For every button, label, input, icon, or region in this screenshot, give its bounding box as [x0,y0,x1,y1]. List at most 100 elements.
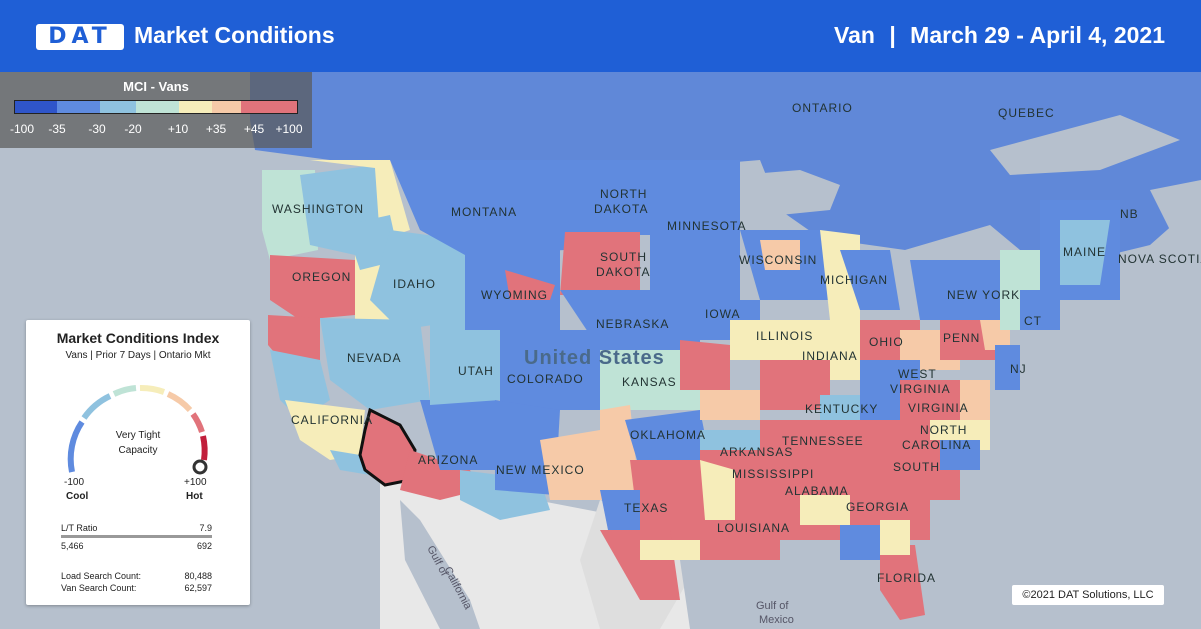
ontario-market-highlight[interactable] [358,407,417,487]
alabama-label: ALABAMA [785,484,849,498]
idaho-label: IDAHO [393,277,436,291]
market-map[interactable]: ONTARIO QUEBEC WASHINGTON MONTANA NORTH … [0,72,1201,629]
iowa-label: IOWA [705,307,741,321]
header-separator: | [889,22,896,48]
new-mexico-label: NEW MEXICO [496,463,585,477]
legend-swatch [15,101,58,113]
california-central [285,400,365,460]
new-york-label: NEW YORK [947,288,1020,302]
st-lawrence [990,115,1180,175]
ct-label: CT [1024,314,1042,328]
penn-label: PENN [943,331,980,345]
nebraska-region [560,290,700,350]
quebec-label: QUEBEC [998,106,1055,120]
utah-region [430,320,500,405]
new-york-region [910,260,1010,320]
missouri-west [680,340,730,390]
wisconsin-label: WISCONSIN [739,253,817,267]
legend-tick: -100 [9,122,35,136]
north-carolina-label-2: CAROLINA [902,438,971,452]
mci-legend: MCI - Vans -100 -35 -30 -20 +10 +35 +45 … [0,72,312,148]
status-line-2: Capacity [118,445,158,456]
oklahoma-label: OKLAHOMA [630,428,706,442]
indiana-label: INDIANA [802,349,858,363]
gauge-seg [67,420,85,473]
tennessee-label: TENNESSEE [782,434,864,448]
arizona-region [420,400,495,470]
legend-swatch [99,101,137,113]
virginia-east [960,380,990,430]
colorado-region [500,330,600,410]
mci-gauge [67,385,208,475]
minnesota-region [650,160,740,300]
capacity-status: Very Tight Capacity [96,428,180,458]
legend-tick: +10 [167,122,189,136]
gulf-of-california [400,500,480,629]
montana-region [390,160,565,255]
colorado-label: COLORADO [507,372,584,386]
van-search-label: Van Search Count: [61,583,137,593]
atlantic-canada-water [1150,180,1201,230]
arkansas-label: ARKANSAS [720,445,793,459]
kansas-label: KANSAS [622,375,677,389]
florida-panhandle [840,525,880,560]
michigan-label: MICHIGAN [820,273,888,287]
legend-swatch [178,101,213,113]
legend-swatch [212,101,241,113]
north-dakota-label-1: NORTH [600,187,647,201]
lt-ratio-label: L/T Ratio [61,523,98,533]
alabama-south [800,495,850,525]
florida-label: FLORIDA [877,571,936,585]
arizona-label: ARIZONA [418,453,478,467]
kansas-region [600,350,700,410]
gauge-min-label: -100 [64,477,85,488]
cool-label: Cool [66,491,89,502]
minnesota-label: MINNESOTA [667,219,746,233]
header-bar: DAT Market Conditions Van | March 29 - A… [0,0,1201,72]
california-label: CALIFORNIA [291,413,373,427]
texas-west [600,490,640,540]
west-virginia-label-1: WEST [898,367,937,381]
tennessee-region [760,420,880,460]
van-search-value: 62,597 [184,583,212,593]
legend-tick: +35 [205,122,227,136]
south-dakota-label-2: DAKOTA [596,265,650,279]
nb-label: NB [1120,207,1139,221]
date-range: March 29 - April 4, 2021 [910,22,1165,48]
truck-count: 692 [196,541,212,551]
legend-swatch [57,101,100,113]
massachusetts-region [1020,290,1060,330]
louisiana-label: LOUISIANA [717,521,790,535]
mci-info-card: Market Conditions Index Vans | Prior 7 D… [26,320,250,605]
gauge-seg [200,435,208,461]
united-states-label: United States [524,347,665,369]
ontario-label: ONTARIO [792,101,853,115]
legend-tick: -20 [124,122,142,136]
legend-title: MCI - Vans [123,79,189,94]
gulf-of-mexico [680,550,900,629]
illinois-label: ILLINOIS [756,329,813,343]
carolina-coast [940,440,980,470]
gulf-mexico-label-2: Mexico [759,614,794,626]
kentucky-label: KENTUCKY [805,402,878,416]
north-dakota-label-2: DAKOTA [594,202,648,216]
card-subtitle: Vans | Prior 7 Days | Ontario Mkt [65,350,211,361]
map-labels: ONTARIO QUEBEC WASHINGTON MONTANA NORTH … [272,101,1201,626]
page-title: Market Conditions [134,22,335,48]
maine-label: MAINE [1063,245,1106,259]
mississippi-label: MISSISSIPPI [732,467,814,481]
new-mexico-region [495,400,560,495]
ohio-label: OHIO [869,335,904,349]
gauge-max-label: +100 [184,477,207,488]
west-texas-region [540,430,600,500]
load-count: 5,466 [61,541,84,551]
legend-tick: -30 [88,122,106,136]
nevada-region [320,318,430,410]
texas-label: TEXAS [624,501,668,515]
lake-superior [740,170,840,215]
nj-label: NJ [1010,362,1027,376]
lt-ratio-bar [61,535,212,538]
status-line-1: Very Tight [115,430,161,441]
arkansas-north [700,430,760,450]
louisiana-region [700,520,780,560]
